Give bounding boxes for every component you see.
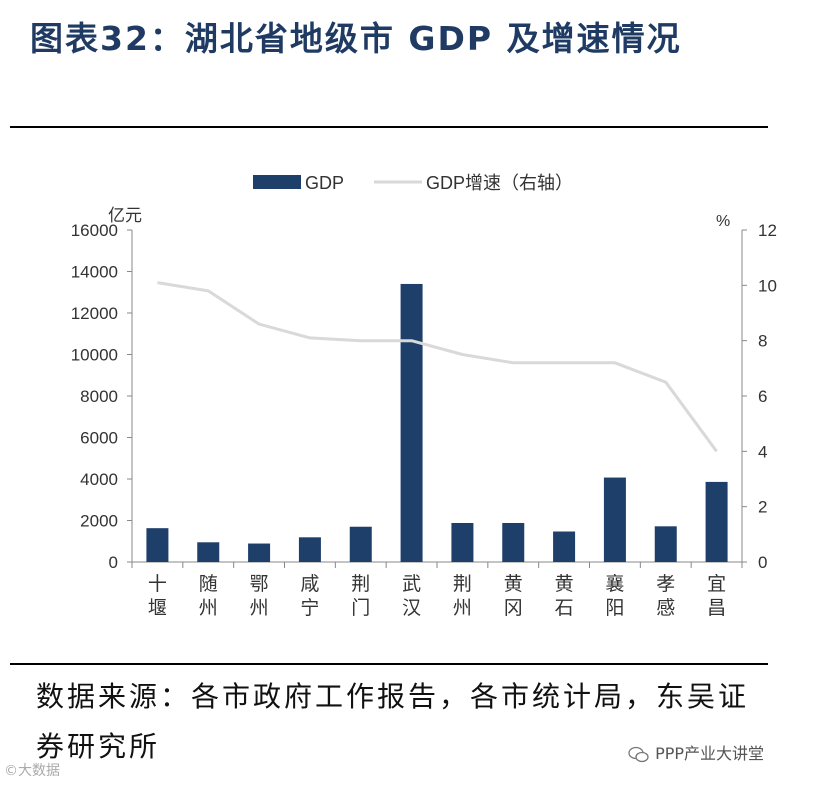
legend-gdp-swatch	[253, 175, 301, 189]
data-source-note: 数据来源：各市政府工作报告，各市统计局，东吴证券研究所	[36, 680, 750, 763]
y-left-tick-label: 0	[109, 553, 118, 572]
y-left-tick-label: 8000	[80, 387, 118, 406]
legend-gdp-label: GDP	[305, 173, 344, 193]
y-right-tick-label: 2	[758, 498, 767, 517]
gdp-bar	[146, 528, 169, 562]
chart-title: 图表32：湖北省地级市 GDP 及增速情况	[30, 19, 682, 58]
x-category-label: 黄冈	[504, 573, 523, 619]
legend-growth-label: GDP增速（右轴）	[426, 173, 573, 193]
gdp-bar	[451, 522, 474, 562]
gdp-bar	[197, 542, 220, 562]
gdp-bar	[349, 526, 372, 562]
y-left-tick-label: 12000	[71, 304, 118, 323]
growth-line	[157, 281, 718, 453]
x-category-label: 鄂州	[250, 573, 269, 619]
y-right-tick-label: 0	[758, 553, 767, 572]
gdp-bar	[705, 481, 728, 562]
y-left-tick-label: 6000	[80, 429, 118, 448]
gdp-bar	[654, 526, 677, 562]
top-divider	[10, 126, 768, 128]
gdp-bar	[553, 531, 576, 562]
gdp-bar	[248, 543, 271, 562]
x-category-label: 宜昌	[707, 573, 726, 619]
y-right-unit-label: %	[716, 213, 730, 230]
y-right-tick-label: 6	[758, 387, 767, 406]
y-right-tick-label: 10	[758, 276, 777, 295]
x-category-label: 襄阳	[605, 573, 624, 619]
y-left-tick-label: 4000	[80, 470, 118, 489]
y-left-unit-label: 亿元	[108, 206, 142, 225]
x-category-label: 咸宁	[300, 573, 319, 619]
x-category-label: 荆门	[351, 573, 370, 619]
y-right-tick-label: 8	[758, 332, 767, 351]
gdp-bar	[298, 537, 321, 562]
x-category-label: 十堰	[148, 573, 167, 619]
y-left-tick-label: 16000	[71, 221, 118, 240]
x-category-label: 随州	[199, 573, 218, 619]
bottom-divider	[10, 663, 768, 665]
x-category-label: 荆州	[453, 573, 472, 619]
y-left-tick-label: 10000	[71, 346, 118, 365]
y-right-tick-label: 12	[758, 221, 777, 240]
y-left-tick-label: 2000	[80, 512, 118, 531]
x-category-label: 黄石	[555, 573, 574, 619]
x-category-label: 武汉	[402, 573, 421, 619]
watermark: PPP产业大讲堂	[628, 740, 764, 764]
chart: 0 2000 4000 6000 8000 10000 12000 14000 16000 0 2 4…	[71, 173, 777, 619]
gdp-bar	[502, 522, 525, 562]
y-left-tick-label: 14000	[71, 263, 118, 282]
watermark-text: PPP产业大讲堂	[655, 744, 765, 763]
watermark-left: ©大数据	[4, 763, 60, 779]
wechat-icon	[628, 746, 649, 762]
gdp-bar	[400, 283, 423, 562]
y-right-tick-label: 4	[758, 442, 767, 461]
gdp-bar	[603, 477, 626, 562]
x-category-label: 孝感	[656, 573, 675, 619]
